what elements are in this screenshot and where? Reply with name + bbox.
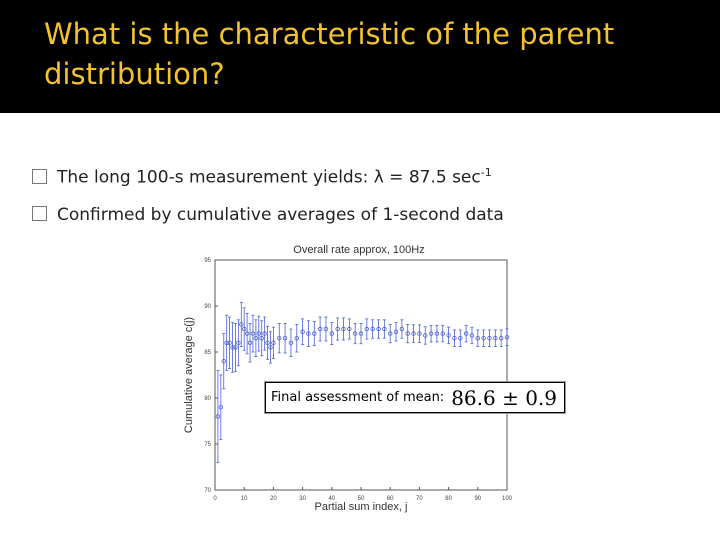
x-tick-label: 70 (416, 496, 423, 502)
y-tick-label: 90 (204, 304, 211, 310)
data-point (271, 340, 276, 345)
y-tick-label: 85 (204, 350, 211, 356)
data-point (294, 335, 299, 341)
x-tick-label: 90 (474, 496, 481, 502)
data-point (376, 326, 381, 332)
data-point (312, 331, 317, 336)
final-assessment-callout: Final assessment of mean: 86.6 ± 0.9 (265, 382, 565, 413)
data-point (335, 326, 340, 332)
data-point (224, 340, 229, 345)
data-point (469, 333, 475, 338)
data-point (411, 331, 416, 336)
x-tick-label: 60 (387, 496, 394, 502)
data-point (323, 326, 329, 332)
y-axis-label: Cumulative average c(j) (183, 317, 195, 433)
data-point (405, 331, 410, 336)
data-point (358, 331, 364, 336)
x-tick-label: 10 (241, 496, 248, 502)
callout-label: Final assessment of mean: (271, 390, 445, 405)
data-point (387, 331, 393, 336)
x-axis-label: Partial sum index, j (315, 501, 408, 513)
bullet-1-text: The long 100-s measurement yields: λ = 8… (57, 167, 481, 188)
data-point (417, 331, 422, 336)
bullet-box-icon (32, 206, 47, 221)
chart-title: Overall rate approx, 100Hz (293, 244, 424, 256)
data-point (481, 335, 486, 341)
title-bar: What is the characteristic of the parent… (0, 0, 720, 113)
x-tick-label: 50 (358, 496, 365, 502)
data-point (352, 331, 358, 336)
data-point (504, 335, 510, 340)
bullet-2: Confirmed by cumulative averages of 1-se… (32, 205, 504, 225)
data-point (259, 335, 264, 341)
data-point (218, 404, 224, 410)
data-point (221, 358, 226, 364)
data-point (493, 335, 498, 341)
data-point (256, 331, 261, 336)
bullet-2-text: Confirmed by cumulative averages of 1-se… (57, 205, 504, 225)
data-point (382, 326, 387, 332)
data-point (370, 326, 375, 332)
data-point (317, 326, 323, 332)
data-point (428, 331, 434, 336)
data-point (347, 326, 352, 332)
data-point (487, 335, 492, 341)
plot-frame (214, 259, 508, 491)
y-tick-label: 95 (204, 258, 211, 264)
data-point (341, 326, 346, 332)
data-point (244, 331, 250, 336)
cumulative-average-chart: Overall rate approx, 100Hz 0 10 20 30 40 50 60… (183, 244, 513, 513)
y-tick-label: 75 (204, 442, 211, 448)
slide-title: What is the characteristic of the parent… (44, 17, 615, 91)
data-point (423, 333, 428, 338)
y-tick-label: 80 (204, 396, 211, 402)
data-point (446, 333, 451, 338)
data-point (215, 414, 221, 419)
data-point (306, 331, 311, 336)
data-point (233, 345, 238, 350)
data-point (393, 329, 399, 334)
data-point (265, 340, 270, 345)
data-point (268, 345, 273, 350)
data-marks (215, 301, 510, 463)
data-point (399, 326, 405, 332)
data-point (247, 340, 253, 345)
x-tick-label: 100 (502, 496, 513, 502)
x-tick-label: 30 (299, 496, 306, 502)
bullet-box-icon (32, 168, 47, 184)
data-point (300, 329, 305, 334)
data-point (463, 331, 469, 336)
data-point (277, 335, 282, 341)
axis-ticks: 0 10 20 30 40 50 60 70 80 90 100 70 75 80 85 90 95 (204, 258, 512, 502)
data-point (241, 326, 247, 332)
y-tick-label: 70 (204, 488, 211, 494)
x-tick-label: 0 (213, 496, 217, 502)
bullet-1: The long 100-s measurement yields: λ = 8… (32, 166, 492, 188)
data-point (227, 340, 232, 345)
x-tick-label: 20 (270, 496, 277, 502)
data-point (250, 331, 256, 336)
slide-content: The long 100-s measurement yields: λ = 8… (0, 113, 720, 540)
x-tick-label: 80 (445, 496, 452, 502)
data-point (236, 340, 241, 345)
data-point (230, 345, 235, 350)
data-point (253, 335, 259, 341)
data-point (452, 335, 457, 341)
data-point (329, 331, 334, 336)
bullet-1-superscript: -1 (480, 166, 492, 179)
data-point (458, 335, 463, 341)
data-point (282, 335, 288, 341)
x-tick-label: 40 (328, 496, 335, 502)
data-point (498, 335, 504, 341)
data-point (364, 326, 370, 332)
data-point (288, 340, 294, 345)
data-point (434, 331, 440, 336)
data-point (440, 331, 445, 336)
callout-value: 86.6 ± 0.9 (451, 385, 558, 410)
data-point (475, 335, 480, 341)
data-point (262, 331, 267, 336)
data-point (239, 322, 244, 327)
